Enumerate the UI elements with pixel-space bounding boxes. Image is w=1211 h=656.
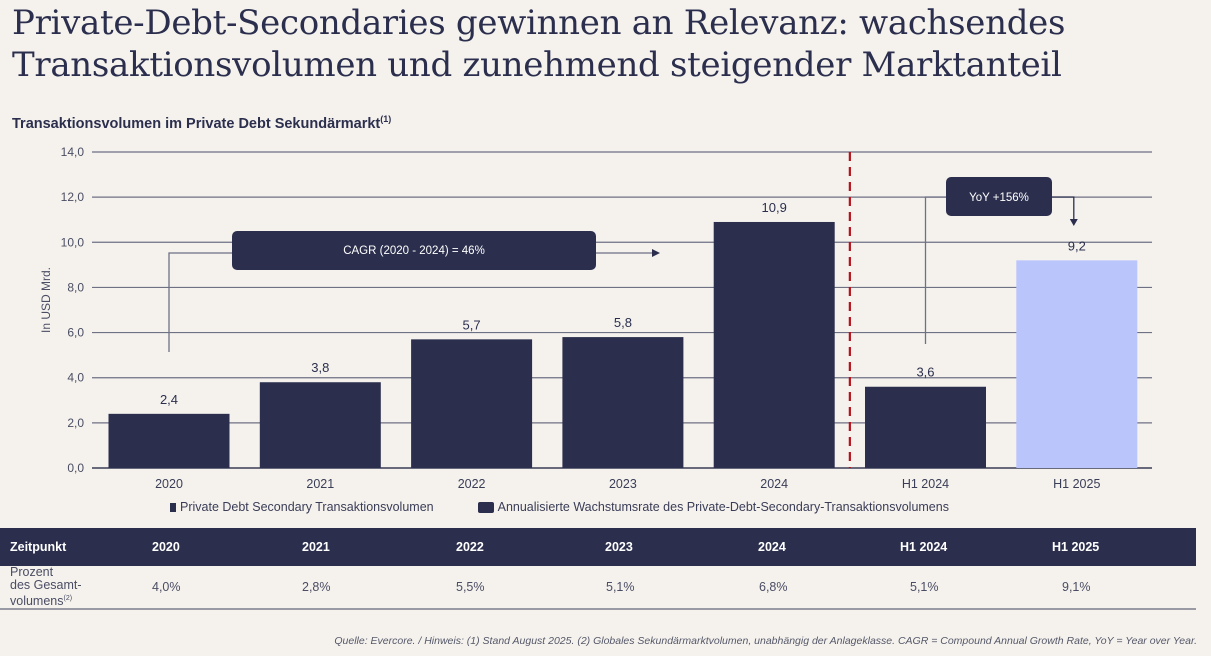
x-tick-label: 2024 <box>760 477 788 491</box>
chart-title-text: Transaktionsvolumen im Private Debt Seku… <box>12 115 381 132</box>
yoy-annotation-box <box>946 177 1052 216</box>
annotations: CAGR (2020 - 2024) = 46% YoY +156% <box>232 177 1052 270</box>
table-row: Prozent des Gesamt- volumens(2) 4,0% 2,8… <box>0 564 1196 610</box>
bar-value-label: 5,8 <box>614 315 632 330</box>
legend-item-growth: Annualisierte Wachstumsrate des Private-… <box>477 500 949 514</box>
table-cell: 5,5% <box>456 580 485 594</box>
x-tick-label: H1 2025 <box>1053 477 1100 491</box>
legend-label-volume: Private Debt Secondary Transaktionsvolum… <box>180 500 434 514</box>
bars <box>108 221 1138 468</box>
table-header-cell: 2020 <box>152 540 180 554</box>
legend-item-volume: Private Debt Secondary Transaktionsvolum… <box>170 500 434 514</box>
bar-2022 <box>411 339 533 468</box>
yoy-arrow-line <box>1052 196 1075 220</box>
y-tick-label: 4,0 <box>67 371 84 385</box>
bar-2024 <box>713 221 835 468</box>
chart-title-footnote: (1) <box>380 114 392 124</box>
x-tick-label: 2021 <box>306 477 334 491</box>
row-label-line-1: Prozent <box>10 564 54 579</box>
x-tick-label: 2022 <box>458 477 486 491</box>
table-cell: 4,0% <box>152 580 181 594</box>
bar-h1-2025 <box>1016 260 1138 468</box>
table-cell: 9,1% <box>1062 580 1091 594</box>
table-header-cell: H1 2025 <box>1052 540 1100 554</box>
legend-swatch-volume <box>170 502 176 512</box>
x-tick-label: 2020 <box>155 477 183 491</box>
table-row-label: Prozent des Gesamt- volumens(2) <box>10 564 82 609</box>
chart-title: Transaktionsvolumen im Private Debt Seku… <box>12 114 391 132</box>
bar-h1-2024 <box>865 386 986 468</box>
x-tick-label: H1 2024 <box>902 477 949 491</box>
table-header-cell: 2022 <box>456 540 484 554</box>
y-tick-label: 0,0 <box>67 461 84 475</box>
bar-2020 <box>108 413 230 468</box>
yoy-annotation-text: YoY +156% <box>969 192 1029 204</box>
chart-legend: Private Debt Secondary Transaktionsvolum… <box>170 500 949 514</box>
table-header-cell: 2021 <box>302 540 330 554</box>
legend-swatch-growth <box>477 501 494 513</box>
y-tick-label: 14,0 <box>61 145 85 159</box>
bar-chart: 0,02,04,06,08,010,012,014,0 In USD Mrd. … <box>39 145 1152 491</box>
title-line-1: Private-Debt-Secondaries gewinnen an Rel… <box>12 3 1066 43</box>
legend-label-growth: Annualisierte Wachstumsrate des Private-… <box>497 500 949 514</box>
yoy-connector-line <box>924 196 946 344</box>
bar-value-label: 3,6 <box>916 365 934 380</box>
value-labels: 2,4 3,8 5,7 5,8 10,9 3,6 9,2 <box>160 200 1086 407</box>
y-tick-label: 8,0 <box>67 280 84 294</box>
cagr-connector-line <box>168 252 232 352</box>
row-label-line-3: volumens <box>10 594 64 609</box>
cagr-annotation-box <box>232 231 596 270</box>
table-cell: 5,1% <box>910 580 939 594</box>
table-header-cell: H1 2024 <box>900 540 948 554</box>
bar-value-label: 2,4 <box>160 392 178 407</box>
y-tick-label: 6,0 <box>67 326 84 340</box>
y-tick-label: 2,0 <box>67 416 84 430</box>
y-axis-label: In USD Mrd. <box>39 267 53 333</box>
row-label-line-2: des Gesamt- <box>10 577 82 592</box>
y-tick-label: 12,0 <box>61 190 85 204</box>
row-label-footnote: (2) <box>63 594 73 602</box>
table-cell: 2,8% <box>302 580 331 594</box>
yoy-arrow-head-icon <box>1069 219 1078 226</box>
bar-2023 <box>562 337 684 468</box>
title-line-2: Transaktionsvolumen und zunehmend steige… <box>12 45 1062 85</box>
table-cell: 5,1% <box>606 580 635 594</box>
source-footnote: Quelle: Evercore. / Hinweis: (1) Stand A… <box>334 635 1197 647</box>
cagr-arrow-head-icon <box>652 249 660 257</box>
annotation-connectors <box>168 196 1078 352</box>
bar-value-label: 3,8 <box>311 360 329 375</box>
y-axis-ticks: 0,0 2,0 4,0 6,0 8,0 10,0 12,0 14,0 <box>61 145 85 475</box>
cagr-annotation-text: CAGR (2020 - 2024) = 46% <box>343 245 485 257</box>
y-tick-label: 10,0 <box>61 235 85 249</box>
bar-value-label: 10,9 <box>762 200 787 215</box>
table-header-cell: 2024 <box>758 540 786 554</box>
x-axis-ticks: 2020 2021 2022 2023 2024 H1 2024 H1 2025 <box>155 477 1100 491</box>
x-tick-label: 2023 <box>609 477 637 491</box>
share-table: Zeitpunkt 2020 2021 2022 2023 2024 H1 20… <box>0 528 1196 610</box>
bar-2021 <box>259 382 381 468</box>
table-header-label: Zeitpunkt <box>10 540 67 554</box>
bar-value-label: 5,7 <box>463 317 481 332</box>
bar-value-label: 9,2 <box>1068 238 1086 253</box>
page-title: Private-Debt-Secondaries gewinnen an Rel… <box>12 2 1065 86</box>
table-header-row: Zeitpunkt 2020 2021 2022 2023 2024 H1 20… <box>0 528 1196 566</box>
table-cell: 6,8% <box>759 580 788 594</box>
table-header-cell: 2023 <box>605 540 633 554</box>
